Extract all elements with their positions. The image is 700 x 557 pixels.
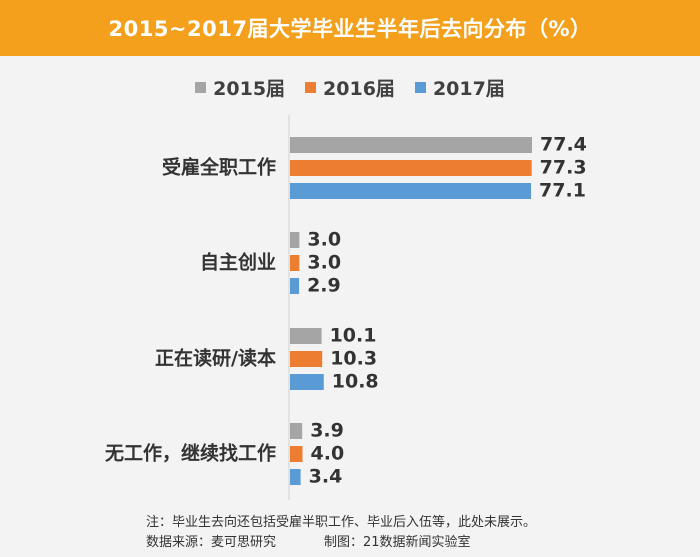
data-label: 77.3 [540,157,587,179]
chart-title-bar: 2015~2017届大学毕业生半年后去向分布（%） [0,0,700,56]
bar-2016届 [290,255,300,271]
bar-2016届 [290,446,303,462]
category-label: 受雇全职工作 [162,156,276,179]
data-label: 77.1 [539,180,586,202]
bar-2016届 [290,160,532,176]
footer-credit: 制图：21数据新闻实验室 [324,535,471,550]
bar-2015届 [290,423,303,439]
legend-swatch-2015 [195,82,207,93]
legend-swatch-2017 [414,82,426,93]
data-label: 77.4 [540,134,587,156]
bar-2016届 [290,351,323,367]
category-label: 自主创业 [200,251,276,274]
category-label: 无工作，继续找工作 [105,442,276,465]
legend-label-2017: 2017届 [432,78,505,100]
legend: 2015届 2016届 2017届 [0,74,700,101]
category-label: 正在读研/读本 [155,347,276,370]
footer-source: 数据来源：麦可思研究 [146,535,277,550]
bar-2015届 [290,232,300,248]
data-label: 4.0 [311,443,345,465]
bar-2017届 [290,183,532,199]
data-label: 3.9 [310,420,344,442]
bar-2017届 [290,278,300,294]
data-label: 3.4 [309,466,343,488]
legend-label-2016: 2016届 [323,78,395,100]
bar-2015届 [290,137,532,153]
legend-item-2016: 2016届 [305,74,395,101]
chart-title: 2015~2017届大学毕业生半年后去向分布（%） [108,17,592,41]
bar-2017届 [290,374,324,390]
bar-2017届 [290,469,301,485]
bar-2015届 [290,328,322,344]
data-label: 10.1 [330,325,377,347]
legend-label-2015: 2015届 [213,78,286,100]
legend-item-2015: 2015届 [195,74,285,101]
data-label: 3.0 [307,252,341,274]
data-label: 2.9 [307,275,341,297]
footer: 注：毕业生去向还包括受雇半职工作、毕业后入伍等，此处未展示。 数据来源：麦可思研… [146,513,536,553]
data-label: 10.8 [332,371,379,393]
data-label: 10.3 [330,348,377,370]
footer-note: 注：毕业生去向还包括受雇半职工作、毕业后入伍等，此处未展示。 [146,515,537,530]
data-label: 3.0 [307,229,341,251]
legend-swatch-2016 [305,82,317,93]
legend-item-2017: 2017届 [414,74,505,101]
